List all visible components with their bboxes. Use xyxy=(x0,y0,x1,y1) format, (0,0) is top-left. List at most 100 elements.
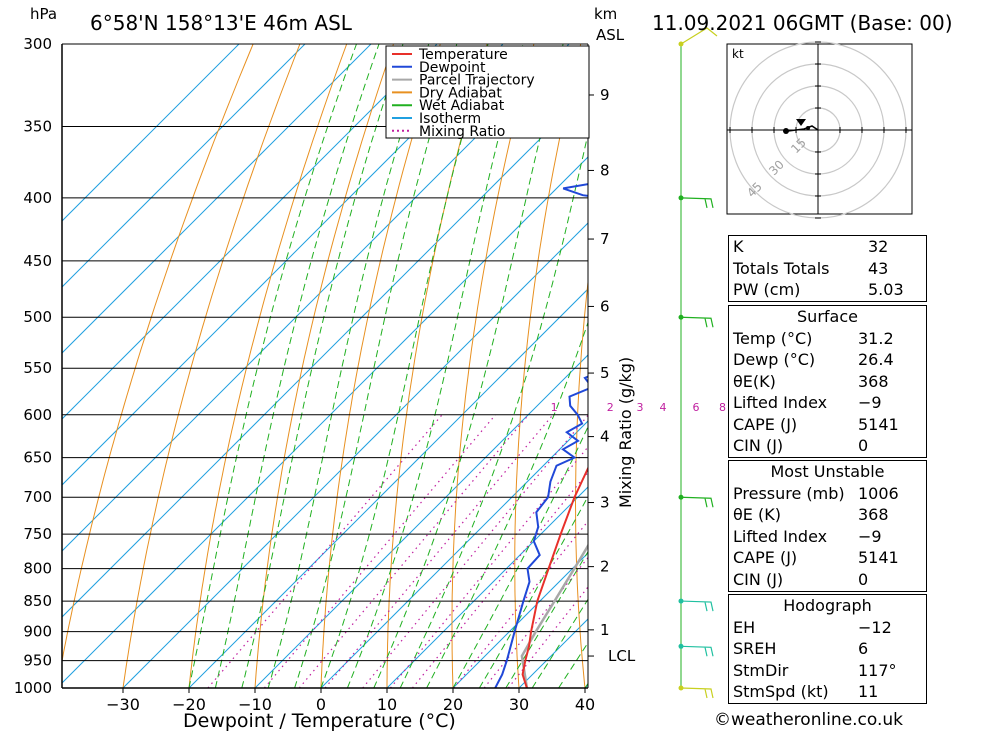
x-tick-label: −30 xyxy=(106,695,140,714)
x-tick-label: 30 xyxy=(509,695,529,714)
wet-adiabat xyxy=(531,598,588,688)
param-value: 368 xyxy=(858,371,889,391)
dry-adiabat xyxy=(254,44,394,688)
surface-title: Surface xyxy=(797,307,858,326)
isotherm-line xyxy=(62,156,588,684)
credit-link[interactable]: ©weatheronline.co.uk xyxy=(714,710,904,730)
index-value: 43 xyxy=(868,258,889,278)
most-unstable-row: Lifted Index −9 xyxy=(729,526,926,548)
param-value: 1006 xyxy=(858,483,899,503)
mixing-ratio-line xyxy=(263,414,496,688)
wet-adiabat xyxy=(214,44,380,688)
x-tick-label: −20 xyxy=(172,695,206,714)
param-label: Lifted Index xyxy=(733,393,828,412)
legend-label: Temperature xyxy=(418,47,508,63)
wind-barb xyxy=(680,687,714,699)
wet-adiabat xyxy=(294,44,458,688)
x-tick-label: 0 xyxy=(316,695,326,714)
hodograph-params-row: StmSpd (kt) 11 xyxy=(729,681,926,703)
pressure-tick-label: 600 xyxy=(23,406,52,424)
dry-adiabat xyxy=(953,44,1000,688)
wet-adiabat xyxy=(346,44,524,688)
param-value: 5141 xyxy=(858,414,899,434)
isotherm-line xyxy=(62,44,306,288)
index-label: K xyxy=(733,237,744,256)
wet-adiabat xyxy=(505,550,588,688)
param-label: CAPE (J) xyxy=(733,414,798,434)
param-value: 368 xyxy=(858,505,889,524)
wind-barb xyxy=(680,316,714,328)
param-value: 5141 xyxy=(858,548,899,567)
pressure-tick-label: 650 xyxy=(23,449,52,467)
param-value: 31.2 xyxy=(858,328,894,348)
param-value: 11 xyxy=(858,682,879,701)
hodograph-unit-label: kt xyxy=(732,47,744,61)
legend-label: Mixing Ratio xyxy=(419,124,505,140)
param-value: −12 xyxy=(858,617,892,637)
hodograph-params-title: Hodograph xyxy=(783,596,872,615)
param-label: SREH xyxy=(733,639,777,658)
km-tick-label: 4 xyxy=(600,428,610,446)
parcel-trajectory-line xyxy=(520,543,588,688)
param-value: 117° xyxy=(858,660,897,680)
param-value: −9 xyxy=(858,393,882,412)
dry-adiabat xyxy=(634,44,674,688)
index-value: 32 xyxy=(868,237,889,256)
location-title: 6°58'N 158°13'E 46m ASL xyxy=(90,11,353,35)
km-tick-label: 8 xyxy=(600,161,610,179)
pressure-tick-label: 450 xyxy=(23,252,52,270)
index-label: PW (cm) xyxy=(733,280,801,299)
pressure-unit-label: hPa xyxy=(30,5,57,23)
isotherm-line xyxy=(122,222,588,688)
surface-panel: Surface Temp (°C) 31.2 Dewp (°C) 26.4 θE(K) 3… xyxy=(728,305,927,458)
isotherm-line xyxy=(386,486,588,688)
pressure-tick-label: 350 xyxy=(23,117,52,135)
param-value: 0 xyxy=(858,436,869,455)
hodograph-point xyxy=(806,126,810,130)
km-tick-label: 6 xyxy=(600,297,610,315)
x-tick-label: 40 xyxy=(575,695,595,714)
most-unstable-title: Most Unstable xyxy=(770,462,885,481)
legend-label: Isotherm xyxy=(419,111,481,127)
surface-row: CAPE (J) 5141 xyxy=(729,414,926,436)
wind-barb xyxy=(680,645,714,657)
isotherm-line xyxy=(320,420,588,688)
isotherm-line xyxy=(62,44,504,486)
hodograph-params-row: EH −12 xyxy=(729,617,926,639)
dry-adiabat xyxy=(320,44,441,688)
legend-label: Parcel Trajectory xyxy=(419,73,535,89)
height-unit-km: km xyxy=(594,5,617,23)
pressure-tick-label: 750 xyxy=(23,525,52,543)
mixing-ratio-label: 4 xyxy=(660,401,667,414)
mixing-ratio-line xyxy=(324,414,554,688)
param-label: Temp (°C) xyxy=(733,328,813,348)
index-value: 5.03 xyxy=(868,280,904,299)
pressure-tick-label: 800 xyxy=(23,560,52,578)
wind-barb xyxy=(680,27,718,45)
x-tick-label: 10 xyxy=(377,695,397,714)
isotherm-line xyxy=(62,90,588,618)
most-unstable-panel: Most Unstable Pressure (mb) 1006 θE (K) 368… xyxy=(728,460,927,592)
dry-adiabat xyxy=(122,44,301,688)
param-value: 6 xyxy=(858,639,869,658)
pressure-tick-label: 550 xyxy=(23,359,52,377)
hodograph-box xyxy=(726,43,913,215)
mixing-ratio-label: 6 xyxy=(693,401,700,414)
param-label: CAPE (J) xyxy=(733,548,798,567)
pressure-tick-label: 300 xyxy=(23,35,52,53)
mixing-ratio-label: 8 xyxy=(719,401,726,414)
storm-motion-marker xyxy=(796,119,806,126)
datetime-title: 11.09.2021 06GMT (Base: 00) xyxy=(652,11,953,35)
isobars xyxy=(62,43,588,689)
param-label: StmSpd (kt) xyxy=(733,682,829,701)
param-label: Dewp (°C) xyxy=(733,350,816,369)
km-tick-label: 5 xyxy=(600,364,610,382)
km-tick-label: 9 xyxy=(600,86,610,104)
param-label: θE(K) xyxy=(733,371,776,391)
hodograph-point xyxy=(783,128,789,134)
index-row: PW (cm) 5.03 xyxy=(729,279,927,301)
isotherm-line xyxy=(452,552,588,688)
km-tick-label: 3 xyxy=(600,494,610,512)
